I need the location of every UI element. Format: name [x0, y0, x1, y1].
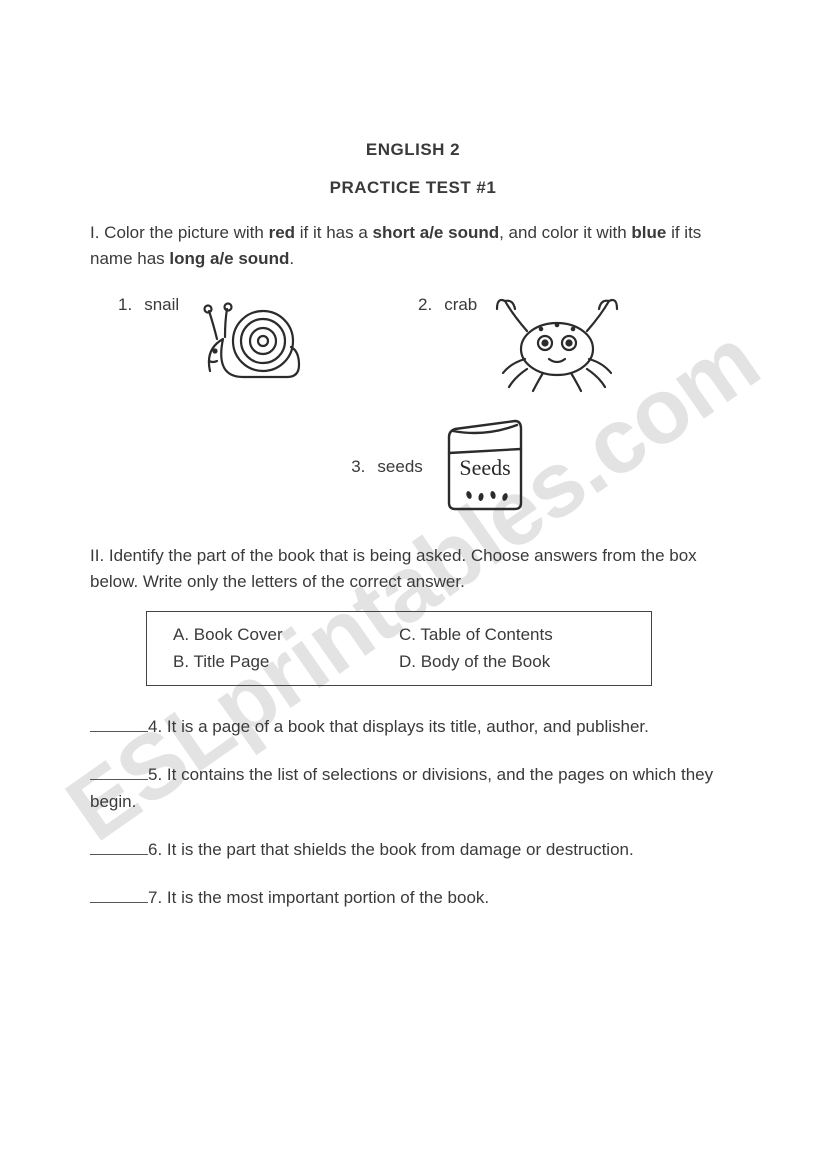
answer-blank[interactable] — [90, 889, 148, 903]
section2-instruction: II. Identify the part of the book that i… — [90, 543, 736, 596]
seeds-icon: Seeds — [435, 409, 535, 519]
q-num-5: 5. — [148, 765, 162, 784]
choices-box: A. Book Cover C. Table of Contents B. Ti… — [146, 611, 652, 686]
q-num-6: 6. — [148, 840, 162, 859]
s1-pre: I. Color the picture with — [90, 223, 269, 242]
question-7: 7. It is the most important portion of t… — [90, 885, 736, 911]
answer-blank[interactable] — [90, 766, 148, 780]
question-5: 5. It contains the list of selections or… — [90, 762, 736, 815]
q-num-7: 7. — [148, 888, 162, 907]
s1-short: short a/e sound — [373, 223, 500, 242]
choice-d: D. Body of the Book — [399, 649, 625, 675]
crab-icon — [487, 289, 627, 399]
pic-label-seeds: seeds — [377, 451, 422, 477]
page-subtitle: PRACTICE TEST #1 — [90, 178, 736, 198]
pic-label-snail: snail — [144, 289, 179, 315]
q-text-6: It is the part that shields the book fro… — [162, 840, 634, 859]
q-text-5: It contains the list of selections or di… — [90, 765, 713, 810]
choice-a: A. Book Cover — [173, 622, 399, 648]
s1-mid1: if it has a — [295, 223, 372, 242]
pictures-row-1: 1. snail — [90, 289, 736, 399]
q-text-4: It is a page of a book that displays its… — [162, 717, 649, 736]
pictures-row-2: 3. seeds Seeds — [90, 409, 736, 519]
question-4: 4. It is a page of a book that displays … — [90, 714, 736, 740]
pic-label-crab: crab — [444, 289, 477, 315]
s1-blue: blue — [631, 223, 666, 242]
section1-instruction: I. Color the picture with red if it has … — [90, 220, 736, 273]
pic-num-2: 2. — [418, 289, 432, 315]
s1-mid2: , and color it with — [499, 223, 631, 242]
answer-blank[interactable] — [90, 841, 148, 855]
seeds-packet-label: Seeds — [459, 455, 510, 480]
s1-end: . — [289, 249, 294, 268]
pic-num-1: 1. — [118, 289, 132, 315]
snail-icon — [195, 289, 315, 389]
q-text-7: It is the most important portion of the … — [162, 888, 489, 907]
page-title: ENGLISH 2 — [90, 140, 736, 160]
choice-b: B. Title Page — [173, 649, 399, 675]
pic-num-3: 3. — [351, 451, 365, 477]
choice-c: C. Table of Contents — [399, 622, 625, 648]
picture-item-snail: 1. snail — [118, 289, 418, 389]
answer-blank[interactable] — [90, 718, 148, 732]
question-6: 6. It is the part that shields the book … — [90, 837, 736, 863]
questions-list: 4. It is a page of a book that displays … — [90, 714, 736, 912]
s1-red: red — [269, 223, 295, 242]
picture-item-crab: 2. crab — [418, 289, 627, 399]
q-num-4: 4. — [148, 717, 162, 736]
s1-long: long a/e sound — [169, 249, 289, 268]
